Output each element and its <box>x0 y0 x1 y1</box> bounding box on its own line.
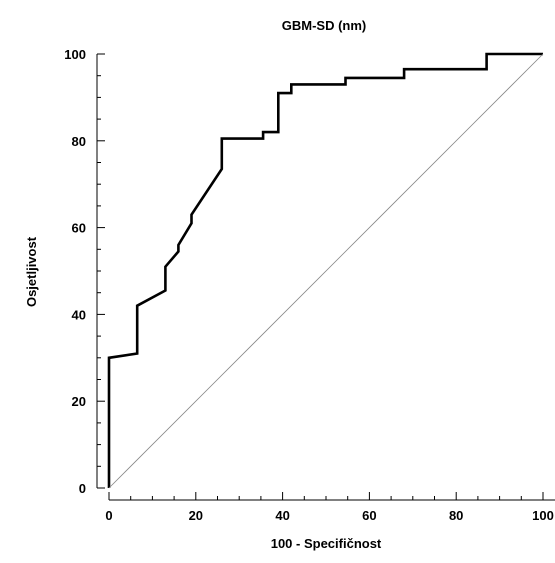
y-tick-label: 100 <box>64 47 86 62</box>
y-tick-label: 20 <box>72 394 86 409</box>
x-tick-label: 0 <box>105 508 112 523</box>
reference-diagonal-line <box>108 53 544 489</box>
plot-area: 0 20 40 60 80 100 0 20 40 60 80 100 <box>64 47 555 523</box>
x-tick-label: 40 <box>275 508 289 523</box>
y-tick-label: 80 <box>72 134 86 149</box>
x-tick-label: 100 <box>532 508 554 523</box>
x-axis-label: 100 - Specifičnost <box>271 536 382 551</box>
y-tick-label: 0 <box>79 481 86 496</box>
y-tick-label: 40 <box>72 307 86 322</box>
x-tick-label: 20 <box>189 508 203 523</box>
y-axis-label: Osjetljivost <box>24 236 39 307</box>
chart-title: GBM-SD (nm) <box>282 18 367 33</box>
roc-curve-line <box>107 52 543 488</box>
x-tick-label: 60 <box>362 508 376 523</box>
y-tick-label: 60 <box>72 221 86 236</box>
x-tick-label: 80 <box>449 508 463 523</box>
